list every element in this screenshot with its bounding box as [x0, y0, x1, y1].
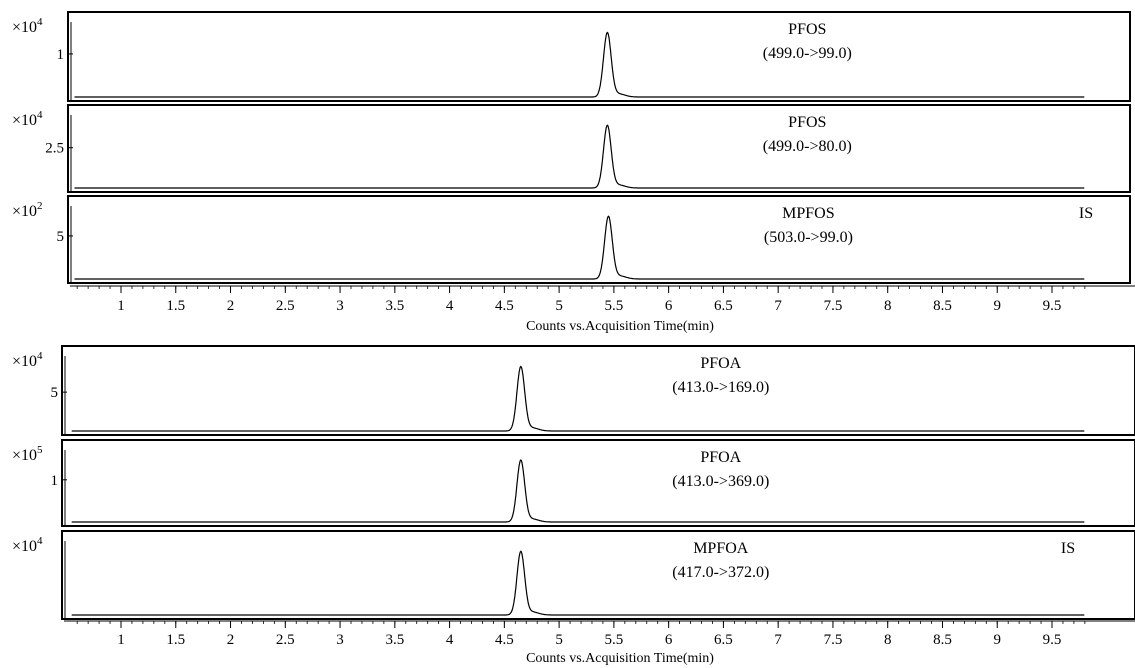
- x-tick-label: 9.5: [1043, 298, 1062, 314]
- x-tick-label: 8: [884, 632, 892, 648]
- compound-name: PFOA: [700, 355, 741, 372]
- internal-standard-label: IS: [1079, 205, 1093, 222]
- y-multiplier: ×104: [12, 535, 43, 555]
- x-tick-label: 4.5: [495, 632, 514, 648]
- panel-frame: [61, 345, 1135, 436]
- compound-name: MPFOS: [782, 205, 834, 222]
- x-tick-label: 8: [884, 298, 892, 314]
- x-tick-label: 2.5: [276, 632, 295, 648]
- y-multiplier: ×104: [12, 109, 43, 129]
- x-tick-label: 8.5: [933, 632, 952, 648]
- y-multiplier: ×105: [12, 444, 43, 464]
- trace-panel-2: 1 ×105 PFOA (413.0->369.0): [12, 439, 1135, 527]
- x-tick-label: 2: [227, 632, 235, 648]
- x-tick-label: 2.5: [276, 298, 295, 314]
- x-tick-label: 1.5: [166, 298, 185, 314]
- chromatogram-trace: [71, 550, 1085, 616]
- y-tick-label: 1: [57, 47, 65, 63]
- chromatogram-trace: [74, 124, 1085, 189]
- y-tick-label: 1: [51, 473, 59, 489]
- compound-name: MPFOA: [693, 540, 749, 557]
- x-tick-label: 9: [993, 632, 1001, 648]
- x-tick-label: 9.5: [1043, 632, 1062, 648]
- x-tick-label: 6.5: [714, 298, 733, 314]
- x-tick-label: 1.5: [166, 632, 185, 648]
- x-tick-label: 6: [665, 632, 673, 648]
- y-tick-label: 5: [51, 385, 59, 401]
- mrm-transition: (503.0->99.0): [764, 229, 853, 246]
- compound-name: PFOA: [700, 449, 741, 466]
- x-tick-label: 5: [555, 298, 563, 314]
- x-tick-label: 3.5: [385, 298, 404, 314]
- x-tick-label: 6: [665, 298, 673, 314]
- x-tick-label: 4: [446, 632, 454, 648]
- internal-standard-label: IS: [1061, 540, 1075, 557]
- x-tick-label: 7: [774, 632, 782, 648]
- mrm-transition: (413.0->169.0): [672, 379, 769, 396]
- x-tick-label: 5: [555, 632, 563, 648]
- mrm-transition: (413.0->369.0): [672, 473, 769, 490]
- mrm-transition: (499.0->99.0): [763, 45, 852, 62]
- panel-frame: [67, 11, 1131, 102]
- x-tick-label: 3.5: [385, 632, 404, 648]
- x-tick-label: 3: [336, 298, 344, 314]
- chart-group-1: 1×104 PFOS(499.0->99.0)2.5×104 PFOS(499.0-…: [12, 11, 1135, 334]
- trace-panel-3: ×104 MPFOA (417.0->372.0) IS: [12, 530, 1135, 620]
- mrm-transition: (499.0->80.0): [763, 138, 852, 155]
- chromatogram-trace: [74, 215, 1085, 280]
- x-axis-title: Counts vs.Acquisition Time(min): [526, 651, 714, 666]
- y-multiplier: ×104: [12, 16, 43, 36]
- x-tick-label: 1: [117, 632, 125, 648]
- x-tick-label: 7: [774, 298, 782, 314]
- trace-panel-2: 2.5×104 PFOS (499.0->80.0): [12, 104, 1131, 193]
- compound-name: PFOS: [788, 114, 826, 131]
- trace-panel-1: 5 ×104 PFOA (413.0->169.0): [12, 345, 1135, 436]
- x-tick-label: 9: [993, 298, 1001, 314]
- panel-frame: [61, 530, 1135, 620]
- y-tick-label: 5: [57, 229, 65, 245]
- mrm-transition: (417.0->372.0): [672, 564, 769, 581]
- chart-group-2: 5 ×104 PFOA (413.0->169.0) 1 ×105 PFOA (413.0->…: [12, 345, 1135, 666]
- chromatogram-trace: [71, 459, 1085, 523]
- chromatogram-trace: [74, 31, 1085, 98]
- x-tick-label: 6.5: [714, 632, 733, 648]
- compound-name: PFOS: [788, 21, 826, 38]
- panel-frame: [67, 195, 1131, 284]
- x-tick-label: 1: [117, 298, 125, 314]
- panel-frame: [67, 104, 1131, 193]
- trace-panel-1: 1 ×104 PFOS (499.0->99.0): [12, 11, 1131, 102]
- chromatogram-trace: [71, 365, 1085, 432]
- y-multiplier: ×104: [12, 350, 43, 370]
- x-axis-title: Counts vs.Acquisition Time(min): [526, 319, 714, 334]
- panel-frame: [61, 439, 1135, 527]
- x-tick-label: 4: [446, 298, 454, 314]
- x-tick-label: 7.5: [824, 298, 843, 314]
- y-multiplier: ×102: [12, 200, 43, 220]
- trace-panel-3: 5 ×102 MPFOS (503.0->99.0) IS: [12, 195, 1131, 284]
- x-tick-label: 8.5: [933, 298, 952, 314]
- x-tick-label: 7.5: [824, 632, 843, 648]
- x-tick-label: 5.5: [605, 298, 624, 314]
- x-tick-label: 3: [336, 632, 344, 648]
- y-tick-label: 2.5: [45, 141, 64, 157]
- x-tick-label: 5.5: [605, 632, 624, 648]
- x-tick-label: 4.5: [495, 298, 514, 314]
- x-tick-label: 2: [227, 298, 235, 314]
